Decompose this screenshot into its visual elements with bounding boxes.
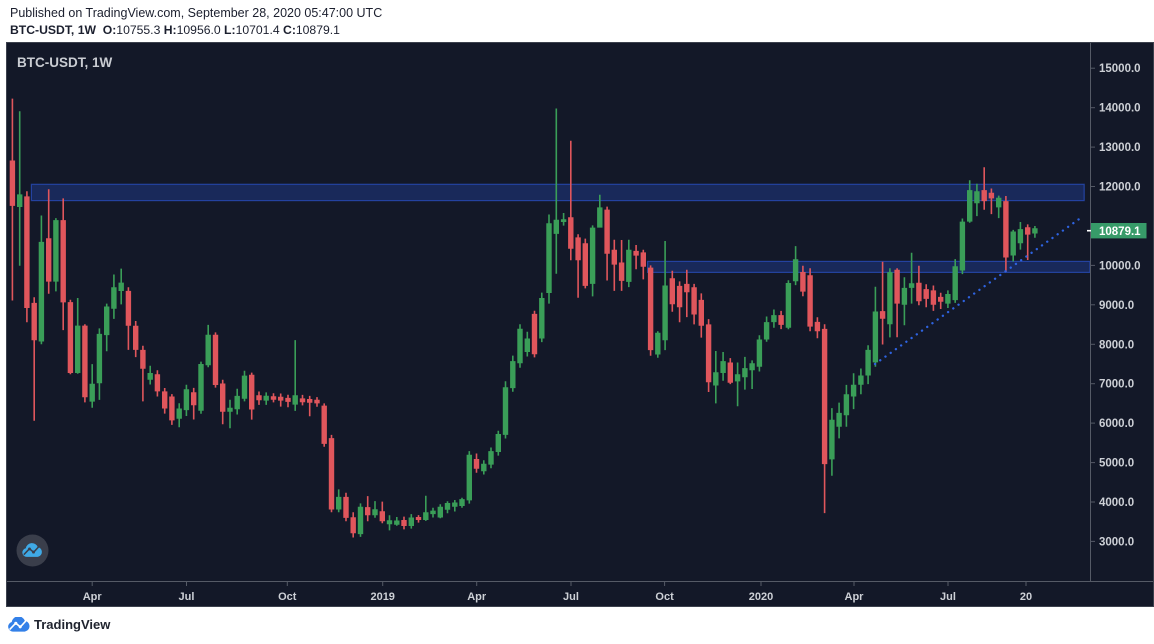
svg-text:Jul: Jul: [563, 591, 579, 603]
svg-text:6000.0: 6000.0: [1099, 418, 1134, 430]
svg-text:Apr: Apr: [83, 591, 103, 603]
svg-text:4000.0: 4000.0: [1099, 497, 1134, 509]
svg-text:Oct: Oct: [278, 591, 297, 603]
svg-text:15000.0: 15000.0: [1099, 63, 1141, 75]
svg-text:Apr: Apr: [467, 591, 487, 603]
svg-text:BTC-USDT, 1W: BTC-USDT, 1W: [17, 55, 113, 70]
svg-text:2020: 2020: [749, 591, 773, 603]
svg-text:14000.0: 14000.0: [1099, 103, 1141, 115]
svg-text:8000.0: 8000.0: [1099, 339, 1134, 351]
svg-text:9000.0: 9000.0: [1099, 300, 1134, 312]
svg-text:Jul: Jul: [940, 591, 956, 603]
svg-text:10879.1: 10879.1: [1099, 226, 1141, 238]
svg-text:3000.0: 3000.0: [1099, 536, 1134, 548]
svg-text:20: 20: [1020, 591, 1032, 603]
svg-text:7000.0: 7000.0: [1099, 379, 1134, 391]
svg-text:13000.0: 13000.0: [1099, 142, 1141, 154]
svg-text:2019: 2019: [370, 591, 394, 603]
svg-text:Jul: Jul: [179, 591, 195, 603]
svg-text:12000.0: 12000.0: [1099, 182, 1141, 194]
svg-text:Apr: Apr: [845, 591, 865, 603]
svg-text:Oct: Oct: [655, 591, 674, 603]
svg-text:10000.0: 10000.0: [1099, 260, 1141, 272]
svg-text:5000.0: 5000.0: [1099, 458, 1134, 470]
